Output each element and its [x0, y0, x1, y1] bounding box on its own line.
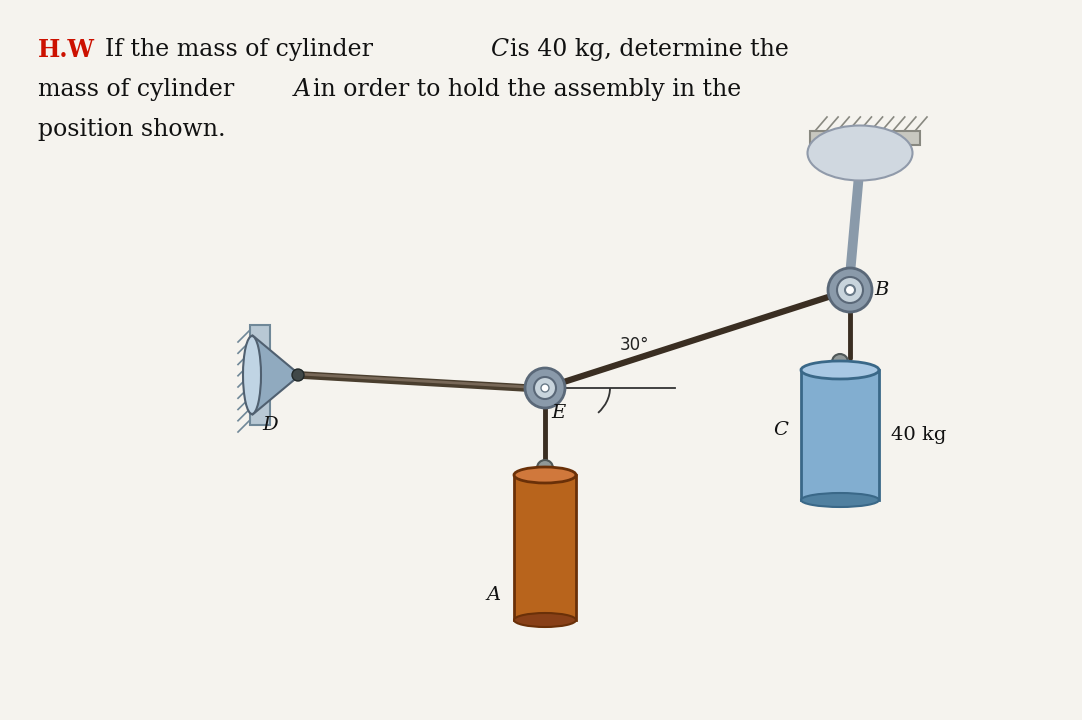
- Text: C: C: [490, 38, 509, 61]
- Bar: [514, 475, 576, 620]
- Text: mass of cylinder: mass of cylinder: [38, 78, 234, 101]
- Circle shape: [832, 354, 848, 370]
- Text: E: E: [551, 404, 565, 422]
- Ellipse shape: [807, 125, 912, 181]
- Circle shape: [845, 285, 855, 295]
- Text: If the mass of cylinder: If the mass of cylinder: [105, 38, 373, 61]
- Circle shape: [541, 384, 549, 392]
- Ellipse shape: [801, 493, 879, 507]
- Ellipse shape: [514, 613, 576, 627]
- Text: D: D: [262, 416, 278, 434]
- Text: B: B: [874, 281, 888, 299]
- Text: 40 kg: 40 kg: [890, 426, 947, 444]
- Circle shape: [525, 368, 565, 408]
- Text: in order to hold the assembly in the: in order to hold the assembly in the: [313, 78, 741, 101]
- Circle shape: [292, 369, 304, 381]
- Text: C: C: [773, 421, 788, 439]
- Circle shape: [535, 377, 556, 399]
- Polygon shape: [252, 335, 300, 415]
- Ellipse shape: [243, 336, 261, 414]
- Bar: [250, 325, 270, 425]
- Circle shape: [537, 460, 553, 476]
- Circle shape: [828, 268, 872, 312]
- Text: 30°: 30°: [620, 336, 649, 354]
- Bar: [801, 370, 879, 500]
- Text: position shown.: position shown.: [38, 118, 226, 141]
- Circle shape: [837, 277, 863, 303]
- Text: A: A: [486, 586, 500, 604]
- Text: is 40 kg, determine the: is 40 kg, determine the: [510, 38, 789, 61]
- Ellipse shape: [801, 361, 879, 379]
- Text: A: A: [294, 78, 311, 101]
- Ellipse shape: [514, 467, 576, 483]
- Bar: [810, 131, 920, 145]
- Text: H.W: H.W: [38, 38, 95, 62]
